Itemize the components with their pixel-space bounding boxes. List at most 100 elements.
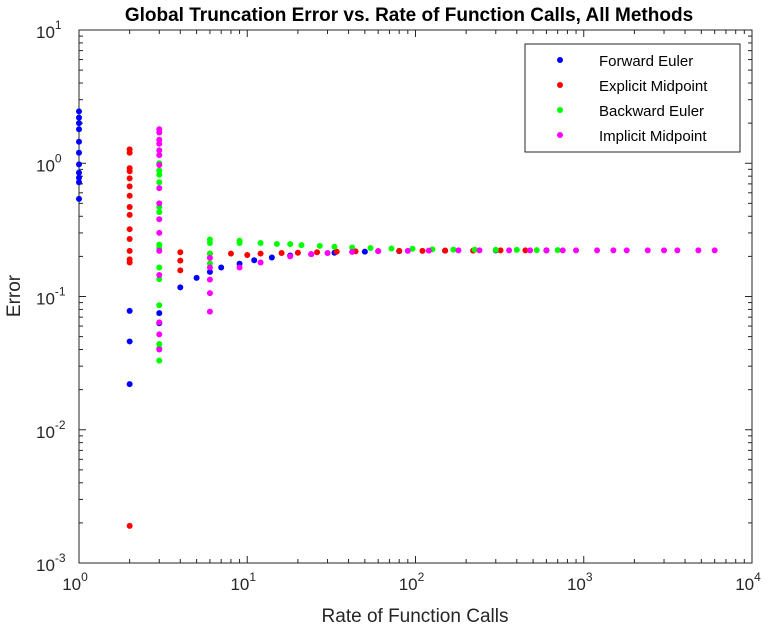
chart-title: Global Truncation Error vs. Rate of Func…	[125, 5, 693, 26]
data-point	[273, 240, 280, 247]
x-tick-label: 104	[735, 570, 761, 594]
data-point	[543, 247, 550, 254]
data-point	[156, 357, 163, 364]
data-point	[76, 179, 82, 186]
axis-ticks: 100 101 102 103 104 10-3 10-2 10-1 100 101	[36, 18, 761, 594]
data-point	[533, 247, 540, 254]
data-points	[76, 108, 718, 529]
data-point	[206, 264, 213, 271]
data-point	[126, 211, 133, 218]
data-point	[156, 129, 163, 136]
data-point	[206, 250, 213, 257]
data-point	[156, 162, 163, 169]
data-point	[126, 381, 133, 388]
data-point	[126, 192, 133, 199]
x-tick-label: 103	[567, 570, 593, 594]
legend-marker	[557, 57, 563, 63]
data-point	[206, 240, 213, 247]
legend-marker	[557, 132, 563, 138]
legend: Forward Euler Explicit Midpoint Backward E…	[524, 43, 741, 153]
data-point	[76, 120, 82, 127]
data-point	[442, 247, 449, 254]
data-point	[409, 245, 416, 252]
y-tick-label: 10-3	[36, 551, 66, 575]
data-point	[156, 302, 163, 309]
data-point	[156, 271, 163, 278]
data-point	[126, 247, 133, 254]
data-point	[711, 247, 718, 254]
data-point	[361, 248, 368, 255]
data-point	[661, 247, 668, 254]
data-point	[396, 247, 403, 254]
data-point	[126, 183, 133, 190]
data-point	[177, 257, 184, 264]
data-point	[333, 248, 340, 255]
data-point	[156, 264, 163, 271]
legend-label: Explicit Midpoint	[599, 78, 708, 95]
data-point	[257, 250, 264, 257]
data-point	[559, 247, 566, 254]
data-point	[126, 307, 133, 314]
data-point	[156, 209, 163, 216]
legend-label: Forward Euler	[599, 53, 693, 70]
series-2	[156, 160, 561, 364]
y-tick-label: 10-1	[36, 285, 66, 309]
data-point	[257, 240, 264, 247]
legend-marker	[557, 82, 563, 88]
data-point	[594, 247, 601, 254]
data-point	[644, 247, 651, 254]
data-point	[156, 276, 163, 283]
data-point	[554, 247, 561, 254]
data-point	[236, 240, 243, 247]
y-axis-label: Error	[4, 274, 25, 317]
y-tick-label: 10-2	[36, 418, 66, 442]
data-point	[450, 246, 457, 253]
data-point	[471, 246, 478, 253]
y-tick-label: 100	[36, 151, 62, 175]
data-point	[76, 114, 82, 121]
data-point	[126, 175, 133, 182]
data-point	[513, 246, 520, 253]
data-point	[419, 247, 426, 254]
data-point	[156, 140, 163, 147]
data-point	[177, 284, 184, 291]
data-point	[156, 147, 163, 154]
data-point	[206, 268, 213, 275]
data-point	[476, 247, 483, 254]
data-point	[76, 108, 82, 115]
data-point	[244, 251, 251, 258]
data-point	[404, 247, 411, 254]
data-point	[76, 174, 82, 181]
data-point	[278, 250, 285, 257]
data-point	[492, 246, 499, 253]
data-point	[177, 249, 184, 256]
data-point	[349, 248, 356, 255]
data-point	[76, 149, 82, 156]
data-point	[156, 185, 163, 192]
data-point	[206, 276, 213, 283]
data-point	[156, 179, 163, 186]
data-point	[308, 251, 315, 258]
data-point	[206, 290, 213, 297]
data-point	[126, 168, 133, 175]
data-point	[177, 267, 184, 274]
legend-marker	[557, 107, 563, 113]
data-point	[76, 169, 82, 176]
x-axis-label: Rate of Function Calls	[322, 606, 509, 627]
data-point	[206, 308, 213, 315]
data-point	[76, 138, 82, 145]
data-point	[156, 171, 163, 178]
data-point	[156, 152, 163, 159]
data-point	[314, 249, 321, 256]
data-point	[388, 245, 395, 252]
data-point	[522, 247, 529, 254]
data-point	[257, 259, 264, 266]
x-tick-label: 101	[230, 570, 256, 594]
data-point	[126, 149, 133, 156]
data-point	[573, 247, 580, 254]
data-point	[425, 247, 432, 254]
data-point	[455, 247, 462, 254]
data-point	[126, 522, 133, 529]
data-point	[324, 250, 331, 257]
